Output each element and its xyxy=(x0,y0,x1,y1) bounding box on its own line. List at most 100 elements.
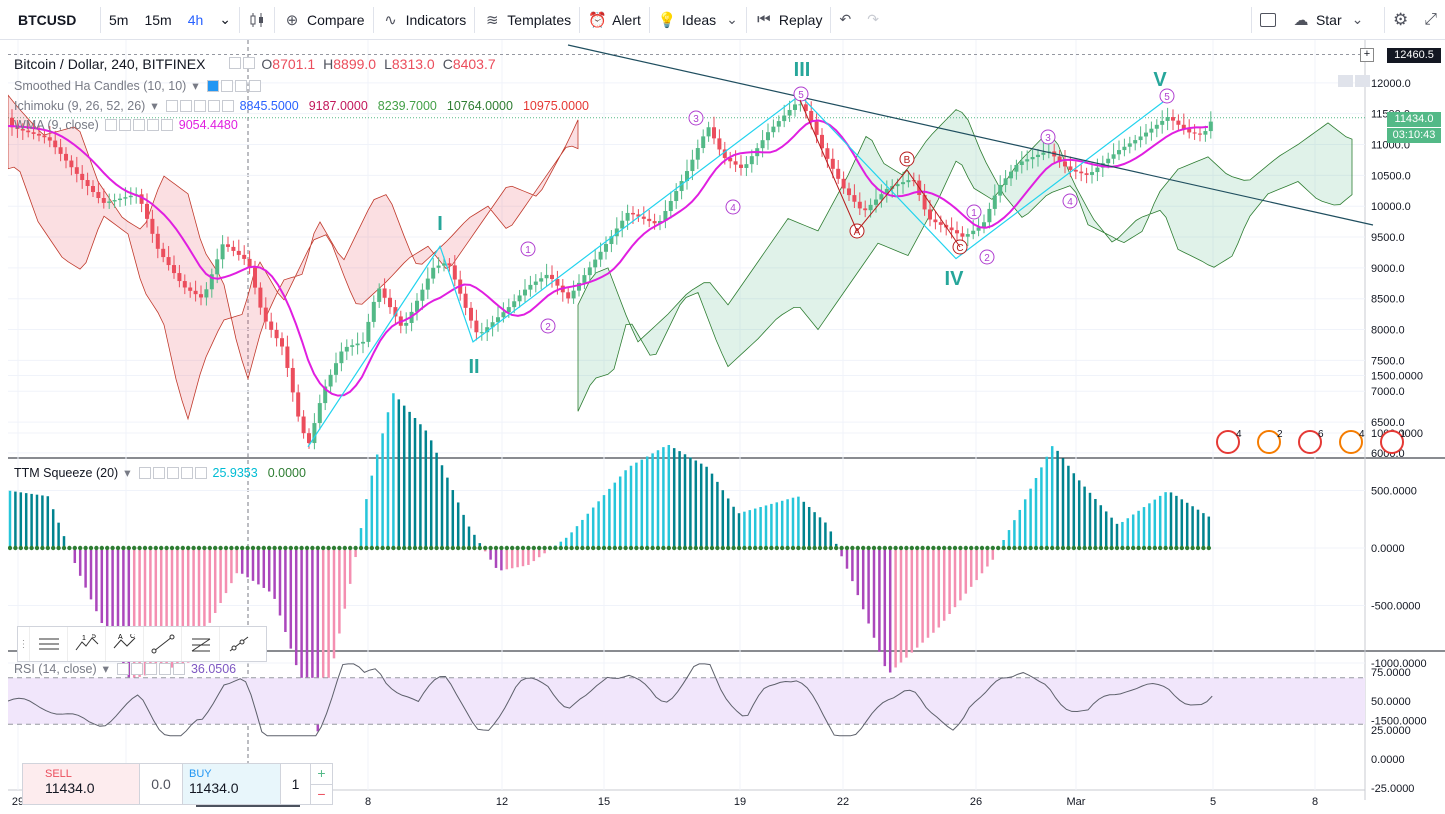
add-icon[interactable] xyxy=(158,662,171,675)
price-tick-label: 7500.0 xyxy=(1371,355,1405,367)
fullscreen-button[interactable]: ⤢ xyxy=(1416,0,1445,40)
interval-15m[interactable]: 15m xyxy=(144,11,172,28)
more-icon[interactable] xyxy=(234,79,247,92)
trend-line-icon[interactable] xyxy=(144,627,182,661)
eye-icon[interactable] xyxy=(206,79,219,92)
wave-number-circle xyxy=(979,249,995,265)
horizontal-lines-icon[interactable] xyxy=(30,627,68,661)
candle-body xyxy=(74,167,79,174)
us-flag-event-icon[interactable]: 1 xyxy=(1380,429,1406,454)
time-tick-label: 29 xyxy=(12,796,24,808)
us-flag-event-icon[interactable]: 4 xyxy=(1339,429,1365,454)
indicators-button[interactable]: ∿ Indicators xyxy=(374,0,475,40)
add-icon[interactable] xyxy=(207,99,220,112)
ichimoku-legend[interactable]: Ichimoku (9, 26, 52, 26) ▾ 8845.5000 9187… xyxy=(14,98,589,114)
ha-legend[interactable]: Smoothed Ha Candles (10, 10) ▾ xyxy=(14,78,261,93)
pane-down-icon[interactable] xyxy=(1355,75,1370,87)
fib-retracement-icon[interactable] xyxy=(182,627,220,661)
settings-icon[interactable] xyxy=(118,119,131,131)
settings-icon[interactable] xyxy=(152,466,165,479)
add-alert-button[interactable]: + xyxy=(1360,48,1374,62)
close-icon[interactable] xyxy=(248,79,261,92)
settings-button[interactable]: ⚙ xyxy=(1385,0,1416,40)
eye-icon[interactable] xyxy=(116,662,129,675)
buy-price: 11434.0 xyxy=(189,780,239,796)
ttm-legend[interactable]: TTM Squeeze (20) ▾ 25.9353 0.0000 xyxy=(14,465,306,481)
us-flag-event-icon[interactable]: 6 xyxy=(1298,429,1324,454)
squeeze-dot xyxy=(277,545,283,551)
drag-handle-icon[interactable]: ⋮ xyxy=(18,627,30,661)
replay-button[interactable]: ⏮ Replay xyxy=(747,0,831,40)
settings-icon[interactable] xyxy=(243,57,256,69)
candle-body xyxy=(593,259,598,268)
eye-icon[interactable] xyxy=(138,466,151,479)
pane-controls[interactable] xyxy=(1338,75,1370,87)
candle-body xyxy=(1009,171,1013,179)
close-icon[interactable] xyxy=(221,99,234,112)
sell-button[interactable]: SELL 11434.0 xyxy=(23,764,140,804)
close-icon[interactable] xyxy=(172,662,185,675)
star-button[interactable]: ☁ Star ⌄ xyxy=(1284,0,1384,40)
squeeze-dot xyxy=(1033,545,1039,551)
add-icon[interactable] xyxy=(180,466,193,479)
more-icon[interactable] xyxy=(144,662,157,675)
eye-icon[interactable] xyxy=(229,57,242,69)
wma-legend[interactable]: WMA (9, close) 9054.4480 xyxy=(14,118,238,132)
close-icon[interactable] xyxy=(160,119,173,131)
compare-button[interactable]: ⊕ Compare xyxy=(275,0,373,40)
rsi-legend[interactable]: RSI (14, close) ▾ 36.0506 xyxy=(14,661,236,677)
event-count: 6 xyxy=(1318,429,1324,440)
buy-button[interactable]: BUY 11434.0 xyxy=(182,764,280,804)
squeeze-dot xyxy=(483,545,488,551)
interval-dropdown[interactable]: ⌄ xyxy=(211,0,239,40)
decrease-icon[interactable]: − xyxy=(317,785,326,802)
eye-icon[interactable] xyxy=(104,119,117,131)
more-icon[interactable] xyxy=(193,99,206,112)
redo-button[interactable]: ↷ xyxy=(859,0,887,40)
squeeze-dot xyxy=(655,545,661,551)
symbol-search[interactable]: BTCUSD xyxy=(18,11,77,28)
close-icon[interactable] xyxy=(194,466,207,479)
wave-abc-label: B xyxy=(904,155,911,166)
squeeze-dot xyxy=(1114,545,1120,551)
settings-icon[interactable] xyxy=(220,79,233,92)
wma-polyline xyxy=(8,119,1209,397)
increase-icon[interactable]: + xyxy=(311,764,332,785)
ttm-value-2: 0.0000 xyxy=(267,465,306,480)
alert-button[interactable]: ⏰ Alert xyxy=(580,0,649,40)
ray-icon[interactable] xyxy=(220,627,258,661)
elliott-major-label: II xyxy=(468,356,479,378)
squeeze-dot xyxy=(380,545,385,551)
ha-title: Smoothed Ha Candles (10, 10) xyxy=(14,78,187,93)
more-icon[interactable] xyxy=(132,119,145,131)
fullscreen-layout-button[interactable] xyxy=(1252,0,1284,40)
squeeze-dot xyxy=(337,545,342,551)
settings-icon[interactable] xyxy=(130,662,143,675)
candle-body xyxy=(728,157,733,162)
add-icon[interactable] xyxy=(146,119,159,131)
squeeze-dot xyxy=(51,545,56,551)
ideas-button[interactable]: 💡 Ideas ⌄ xyxy=(650,0,746,40)
us-flag-event-icon[interactable]: 4 xyxy=(1216,429,1242,454)
candle-body xyxy=(647,218,652,222)
interval-5m[interactable]: 5m xyxy=(109,11,129,28)
more-icon[interactable] xyxy=(166,466,179,479)
fullscreen-icon: ⤢ xyxy=(1424,10,1437,28)
candle-body xyxy=(874,199,878,205)
eye-icon[interactable] xyxy=(165,99,178,112)
quantity-field[interactable]: 1 xyxy=(280,764,310,804)
squeeze-dot xyxy=(1012,545,1017,551)
wave-abc-label: A xyxy=(854,227,861,238)
squeeze-dot xyxy=(472,545,477,551)
chart-type-button[interactable] xyxy=(240,0,274,40)
undo-button[interactable]: ↶ xyxy=(831,0,859,40)
pane-up-icon[interactable] xyxy=(1338,75,1353,87)
settings-icon[interactable] xyxy=(179,99,192,112)
legend-buttons[interactable] xyxy=(227,56,256,72)
us-flag-event-icon[interactable]: 2 xyxy=(1257,429,1283,454)
templates-button[interactable]: ≋ Templates xyxy=(475,0,579,40)
interval-4h[interactable]: 4h xyxy=(187,11,204,28)
